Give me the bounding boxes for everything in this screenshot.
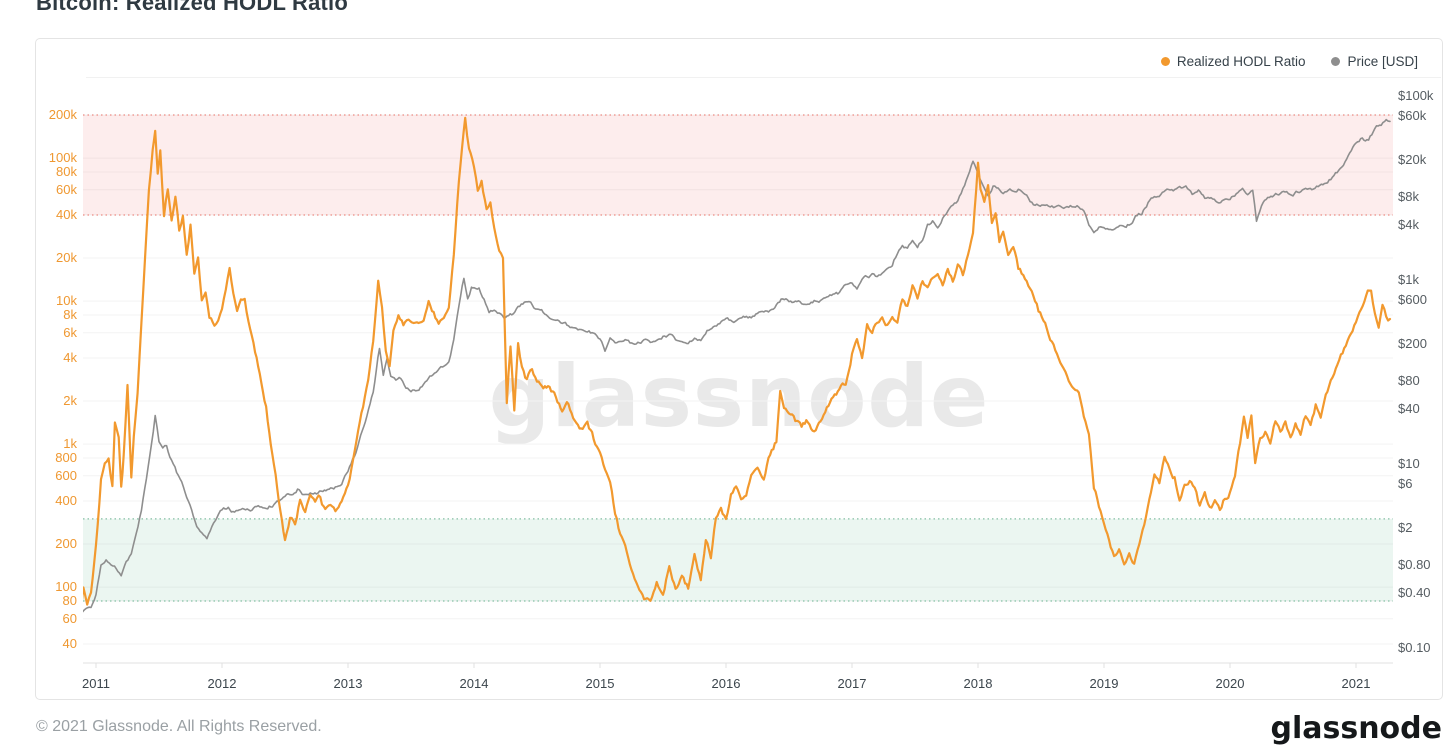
band-overheated xyxy=(83,115,1393,215)
legend: Realized HODL Ratio Price [USD] xyxy=(1160,54,1418,69)
series-path-price-usd xyxy=(83,118,1391,613)
right-axis-tick-label: $8k xyxy=(1398,189,1419,204)
left-axis-tick-label: 100 xyxy=(55,579,77,594)
right-axis-tick-label: $80 xyxy=(1398,373,1420,388)
glassnode-watermark: glassnode xyxy=(488,347,990,447)
x-axis-tick-label: 2011 xyxy=(82,676,110,691)
legend-label: Price [USD] xyxy=(1347,54,1418,69)
legend-swatch-gray-icon xyxy=(1331,57,1341,66)
chart-plot-area[interactable] xyxy=(36,39,1442,699)
left-axis-tick-label: 60 xyxy=(62,611,77,626)
left-axis-tick-label: 60k xyxy=(56,182,77,197)
right-axis-tick-label: $6 xyxy=(1398,476,1413,491)
left-axis-tick-label: 200k xyxy=(48,107,77,122)
legend-swatch-orange-icon xyxy=(1160,57,1170,66)
left-axis-tick-label: 20k xyxy=(56,250,77,265)
left-axis-tick-label: 600 xyxy=(55,468,77,483)
x-axis-tick-label: 2016 xyxy=(711,676,741,691)
right-axis-tick-label: $4k xyxy=(1398,217,1419,232)
left-axis-tick-label: 2k xyxy=(63,393,77,408)
legend-label: Realized HODL Ratio xyxy=(1176,54,1306,69)
right-axis-tick-label: $20k xyxy=(1398,152,1427,167)
right-axis-tick-label: $100k xyxy=(1398,88,1434,103)
left-axis-tick-label: 800 xyxy=(55,450,77,465)
left-axis-tick-label: 4k xyxy=(63,350,77,365)
x-axis-tick-label: 2017 xyxy=(837,676,867,691)
x-axis-tick-label: 2015 xyxy=(585,676,615,691)
right-axis-tick-label: $600 xyxy=(1398,292,1427,307)
left-axis-tick-label: 8k xyxy=(63,307,77,322)
left-axis-tick-label: 10k xyxy=(56,293,77,308)
right-axis-tick-label: $0.40 xyxy=(1398,585,1431,600)
x-axis-tick-label: 2021 xyxy=(1341,676,1371,691)
left-axis-tick-label: 40k xyxy=(56,207,77,222)
plot-top-divider xyxy=(86,77,1441,78)
left-axis-tick-label: 80 xyxy=(62,593,77,608)
right-axis-tick-label: $2 xyxy=(1398,520,1413,535)
band-accumulation xyxy=(83,518,1393,601)
legend-item-realized-hodl-ratio[interactable]: Realized HODL Ratio xyxy=(1160,54,1306,69)
page-title: Bitcoin: Realized HODL Ratio xyxy=(36,0,348,15)
right-axis-tick-label: $60k xyxy=(1398,108,1427,123)
right-axis-tick-label: $40 xyxy=(1398,401,1420,416)
x-axis-tick-label: 2014 xyxy=(459,676,489,691)
right-axis-tick-label: $0.80 xyxy=(1398,557,1431,572)
right-axis-tick-label: $200 xyxy=(1398,336,1427,351)
x-axis-tick-label: 2020 xyxy=(1215,676,1245,691)
left-axis-tick-label: 400 xyxy=(55,493,77,508)
right-axis-tick-label: $0.10 xyxy=(1398,640,1431,655)
left-axis-tick-label: 80k xyxy=(56,164,77,179)
chart-panel: Realized HODL Ratio Price [USD] glassnod… xyxy=(35,38,1443,700)
glassnode-logo: glassnode xyxy=(1270,711,1442,746)
x-axis-tick-label: 2019 xyxy=(1089,676,1119,691)
left-axis-tick-label: 1k xyxy=(63,436,77,451)
x-axis-tick-label: 2012 xyxy=(207,676,237,691)
left-axis-tick-label: 100k xyxy=(48,150,77,165)
x-axis-tick-label: 2018 xyxy=(963,676,993,691)
x-axis-tick-label: 2013 xyxy=(333,676,363,691)
series-path-realized-hodl-ratio xyxy=(83,116,1392,606)
left-axis-tick-label: 200 xyxy=(55,536,77,551)
legend-item-price-usd[interactable]: Price [USD] xyxy=(1331,54,1418,69)
footer-copyright: © 2021 Glassnode. All Rights Reserved. xyxy=(36,718,322,735)
left-axis-tick-label: 40 xyxy=(62,636,77,651)
series-layer xyxy=(83,116,1392,613)
right-axis-tick-label: $10 xyxy=(1398,456,1420,471)
right-axis-tick-label: $1k xyxy=(1398,272,1419,287)
left-axis-tick-label: 6k xyxy=(63,325,77,340)
